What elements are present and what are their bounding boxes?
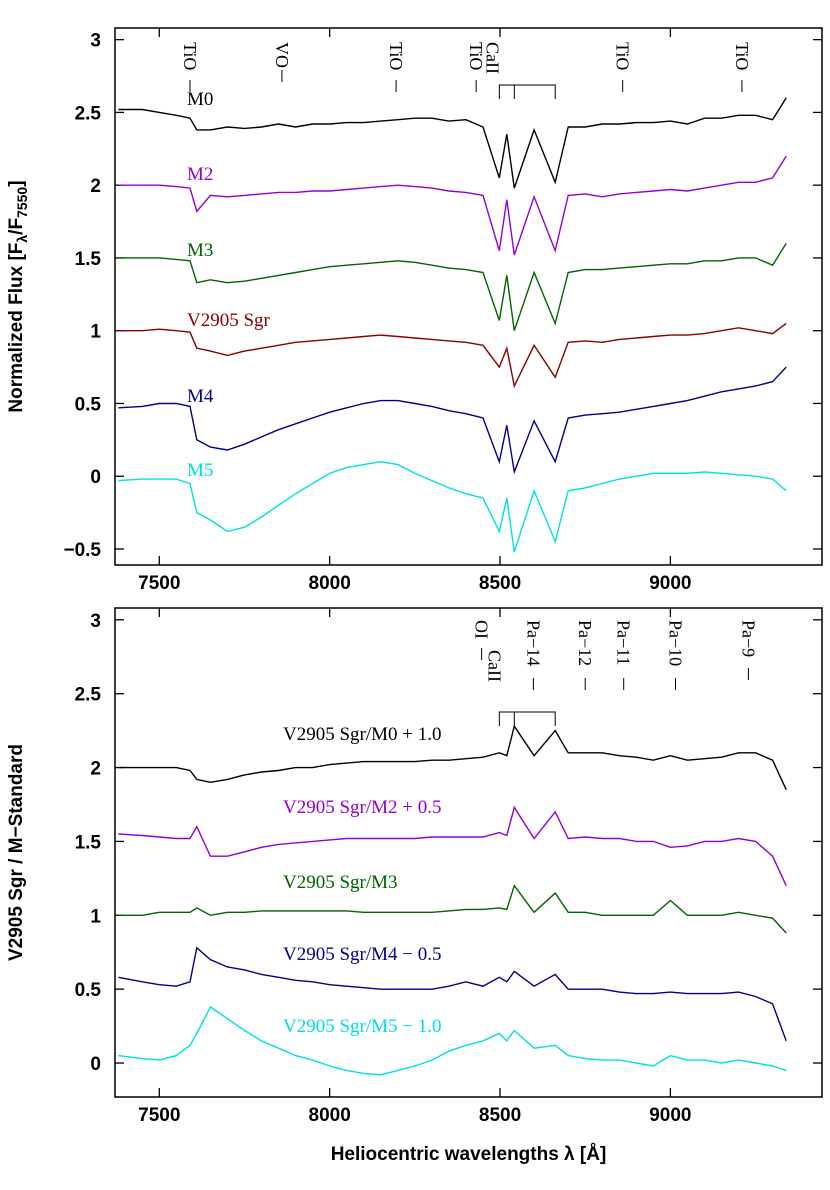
spectrum-line bbox=[118, 366, 787, 475]
series-label: V2905 Sgr bbox=[187, 310, 271, 331]
spectrum-line bbox=[118, 946, 787, 1042]
y-tick-label: 0 bbox=[90, 1054, 101, 1075]
y-label-part: Normalized Flux [F bbox=[6, 243, 27, 413]
series-label: M5 bbox=[187, 460, 213, 481]
y-label-part: /F bbox=[6, 218, 27, 235]
series-label: V2905 Sgr/M5 − 1.0 bbox=[283, 1016, 442, 1037]
line-annotation: Pa−11 bbox=[614, 620, 634, 665]
series-label: V2905 Sgr/M3 bbox=[283, 872, 398, 893]
series-label: V2905 Sgr/M0 + 1.0 bbox=[283, 724, 442, 745]
x-tick-label: 8500 bbox=[479, 1105, 521, 1126]
bracket bbox=[498, 84, 556, 99]
line-annotation: TiO bbox=[613, 42, 633, 70]
bracket-label: CaII bbox=[484, 650, 504, 682]
line-annotation: TiO bbox=[466, 42, 486, 70]
series-label: M0 bbox=[187, 89, 213, 110]
spectrum-line bbox=[118, 724, 787, 790]
series-label: M3 bbox=[187, 240, 213, 261]
spectrum-line bbox=[118, 97, 787, 189]
y-tick-label: 3 bbox=[90, 31, 101, 52]
y-tick-label: 2 bbox=[90, 176, 101, 197]
line-annotation: VO bbox=[272, 42, 292, 68]
x-tick-label: 7500 bbox=[138, 573, 180, 594]
x-tick-label: 8000 bbox=[309, 573, 351, 594]
x-tick-label: 7500 bbox=[138, 1105, 180, 1126]
series-label: M2 bbox=[187, 164, 213, 185]
spectrum-line bbox=[118, 805, 787, 886]
line-annotation: TiO bbox=[732, 42, 752, 70]
y-tick-label: 1 bbox=[90, 322, 101, 343]
y-tick-label: 2.5 bbox=[75, 103, 102, 124]
line-annotation: Pa−10 bbox=[665, 620, 685, 666]
spectrum-line bbox=[118, 884, 787, 934]
line-annotation: TiO bbox=[386, 42, 406, 70]
panel: 0 0.5 1 1.5 2 2.5 3 7500 8000 8500 9000 V2905 Sgr/M… bbox=[6, 607, 823, 1165]
line-annotation: TiO bbox=[180, 42, 200, 70]
series-label: V2905 Sgr/M4 − 0.5 bbox=[283, 944, 442, 965]
y-tick-label: 2 bbox=[90, 759, 101, 780]
y-label-part: ] bbox=[6, 180, 27, 186]
line-annotation: OI bbox=[472, 620, 492, 639]
spectrum-line bbox=[118, 243, 787, 331]
spectrum-line bbox=[118, 155, 787, 256]
y-tick-label: 0.5 bbox=[75, 394, 102, 415]
y-tick-label: 2.5 bbox=[75, 685, 102, 706]
x-tick-label: 9000 bbox=[649, 573, 691, 594]
plot-frame bbox=[114, 27, 823, 566]
y-tick-label: 0 bbox=[90, 467, 101, 488]
y-axis-label: V2905 Sgr / M−Standard bbox=[6, 744, 27, 961]
spectrum-line bbox=[118, 322, 787, 389]
y-tick-label: 3 bbox=[90, 611, 101, 632]
y-label-part: λ bbox=[14, 235, 30, 243]
bracket bbox=[498, 711, 556, 726]
line-annotation: Pa−14 bbox=[523, 620, 543, 666]
bracket-label: CaII bbox=[482, 42, 502, 74]
spectrum-line bbox=[118, 1005, 787, 1076]
x-axis-label: Heliocentric wavelengths λ [Å] bbox=[331, 1144, 607, 1165]
x-tick-label: 8500 bbox=[479, 573, 521, 594]
plot-frame bbox=[114, 607, 823, 1098]
series-label: M4 bbox=[187, 386, 214, 407]
y-tick-label: 1.5 bbox=[75, 249, 102, 270]
y-label-part: 7550 bbox=[14, 187, 30, 218]
panel: −0.5 0 0.5 1 1.5 2 2.5 3 7500 8000 8500 9000 M0 M2 M3 V… bbox=[6, 27, 823, 594]
y-tick-label: −0.5 bbox=[63, 540, 101, 561]
series-label: V2905 Sgr/M2 + 0.5 bbox=[283, 797, 442, 818]
x-tick-label: 8000 bbox=[309, 1105, 351, 1126]
spectrum-line bbox=[118, 460, 787, 553]
line-annotation: Pa−12 bbox=[575, 620, 595, 666]
y-tick-label: 1.5 bbox=[75, 832, 102, 853]
y-tick-label: 0.5 bbox=[75, 980, 102, 1001]
y-axis-label: Normalized Flux [Fλ/F7550] bbox=[6, 180, 30, 412]
line-annotation: Pa−9 bbox=[738, 620, 758, 657]
y-label-part: V2905 Sgr / M−Standard bbox=[6, 744, 27, 961]
x-tick-label: 9000 bbox=[649, 1105, 691, 1126]
y-tick-label: 1 bbox=[90, 906, 101, 927]
